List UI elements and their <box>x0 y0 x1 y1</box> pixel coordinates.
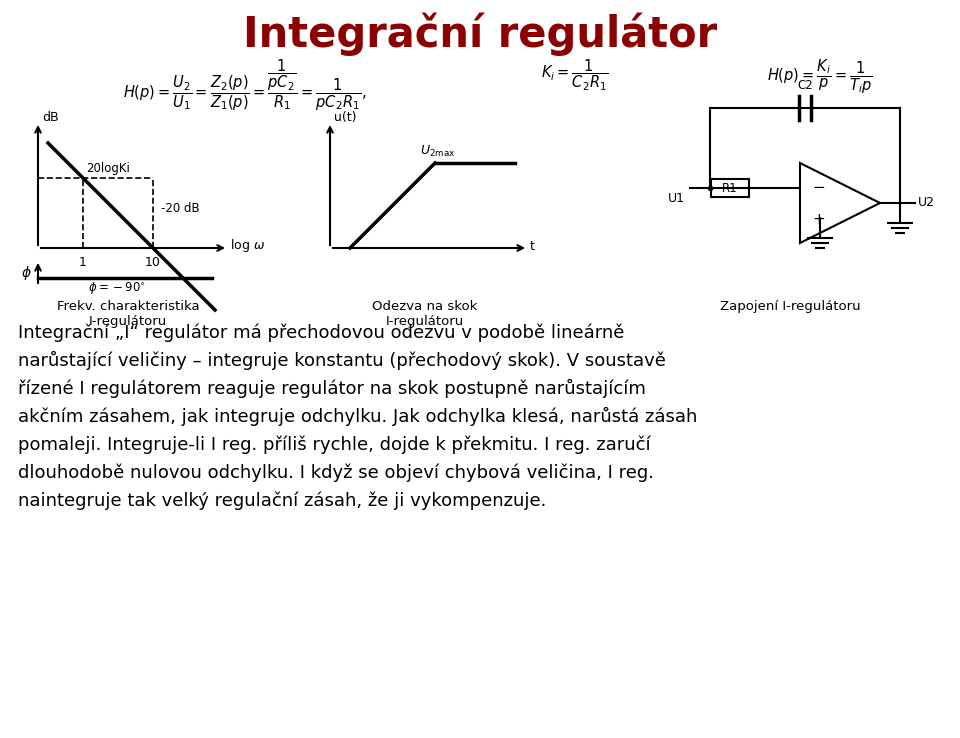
Text: U1: U1 <box>668 191 685 204</box>
Text: Frekv. charakteristika
I-regulátoru: Frekv. charakteristika I-regulátoru <box>57 300 200 328</box>
Text: U2: U2 <box>918 196 935 210</box>
Text: $U_{2\mathrm{max}}$: $U_{2\mathrm{max}}$ <box>420 144 455 159</box>
Text: $\phi$: $\phi$ <box>21 264 32 282</box>
Text: $-$: $-$ <box>812 179 826 193</box>
Text: Zapojení I-regulátoru: Zapojení I-regulátoru <box>720 300 860 313</box>
Text: C2: C2 <box>797 79 813 92</box>
Text: $\phi = -90^{\circ}$: $\phi = -90^{\circ}$ <box>88 281 145 297</box>
Text: narůstající veličiny – integruje konstantu (přechodový skok). V soustavě: narůstající veličiny – integruje konstan… <box>18 351 666 370</box>
Text: t: t <box>530 240 535 252</box>
Text: 10: 10 <box>145 256 161 269</box>
Text: -20 dB: -20 dB <box>161 201 200 215</box>
Text: 20logKi: 20logKi <box>86 162 130 175</box>
Text: $H(p) = \dfrac{U_2}{U_1} = \dfrac{Z_2(p)}{Z_1(p)} = \dfrac{\dfrac{1}{pC_2}}{R_1}: $H(p) = \dfrac{U_2}{U_1} = \dfrac{Z_2(p)… <box>124 58 367 113</box>
FancyBboxPatch shape <box>711 179 749 197</box>
Text: Integrační „I“ regulátor má přechodovou odezvu v podobě lineárně: Integrační „I“ regulátor má přechodovou … <box>18 323 624 342</box>
Text: R1: R1 <box>722 182 738 195</box>
Text: pomaleji. Integruje-li I reg. příliš rychle, dojde k překmitu. I reg. zaručí: pomaleji. Integruje-li I reg. příliš ryc… <box>18 435 651 453</box>
Text: dB: dB <box>42 111 59 124</box>
Text: $\log\,\omega$: $\log\,\omega$ <box>230 238 265 255</box>
Text: řízené I regulátorem reaguje regulátor na skok postupně narůstajícím: řízené I regulátorem reaguje regulátor n… <box>18 379 646 398</box>
Text: naintegruje tak velký regulační zásah, že ji vykompenzuje.: naintegruje tak velký regulační zásah, ž… <box>18 491 546 509</box>
Text: 1: 1 <box>79 256 87 269</box>
Text: akčním zásahem, jak integruje odchylku. Jak odchylka klesá, narůstá zásah: akčním zásahem, jak integruje odchylku. … <box>18 407 697 426</box>
Text: $H(p) = \dfrac{K_i}{p} = \dfrac{1}{T_i p}$: $H(p) = \dfrac{K_i}{p} = \dfrac{1}{T_i p… <box>767 58 873 96</box>
Text: Integrační regulátor: Integrační regulátor <box>243 13 717 57</box>
Text: $+$: $+$ <box>812 213 826 227</box>
Text: $K_i = \dfrac{1}{C_2 R_1}$: $K_i = \dfrac{1}{C_2 R_1}$ <box>541 58 609 93</box>
Text: dlouhodobě nulovou odchylku. I když se objeví chybová veličina, I reg.: dlouhodobě nulovou odchylku. I když se o… <box>18 463 654 481</box>
Text: Odezva na skok
I-regulátoru: Odezva na skok I-regulátoru <box>372 300 478 328</box>
Text: u(t): u(t) <box>334 111 356 124</box>
